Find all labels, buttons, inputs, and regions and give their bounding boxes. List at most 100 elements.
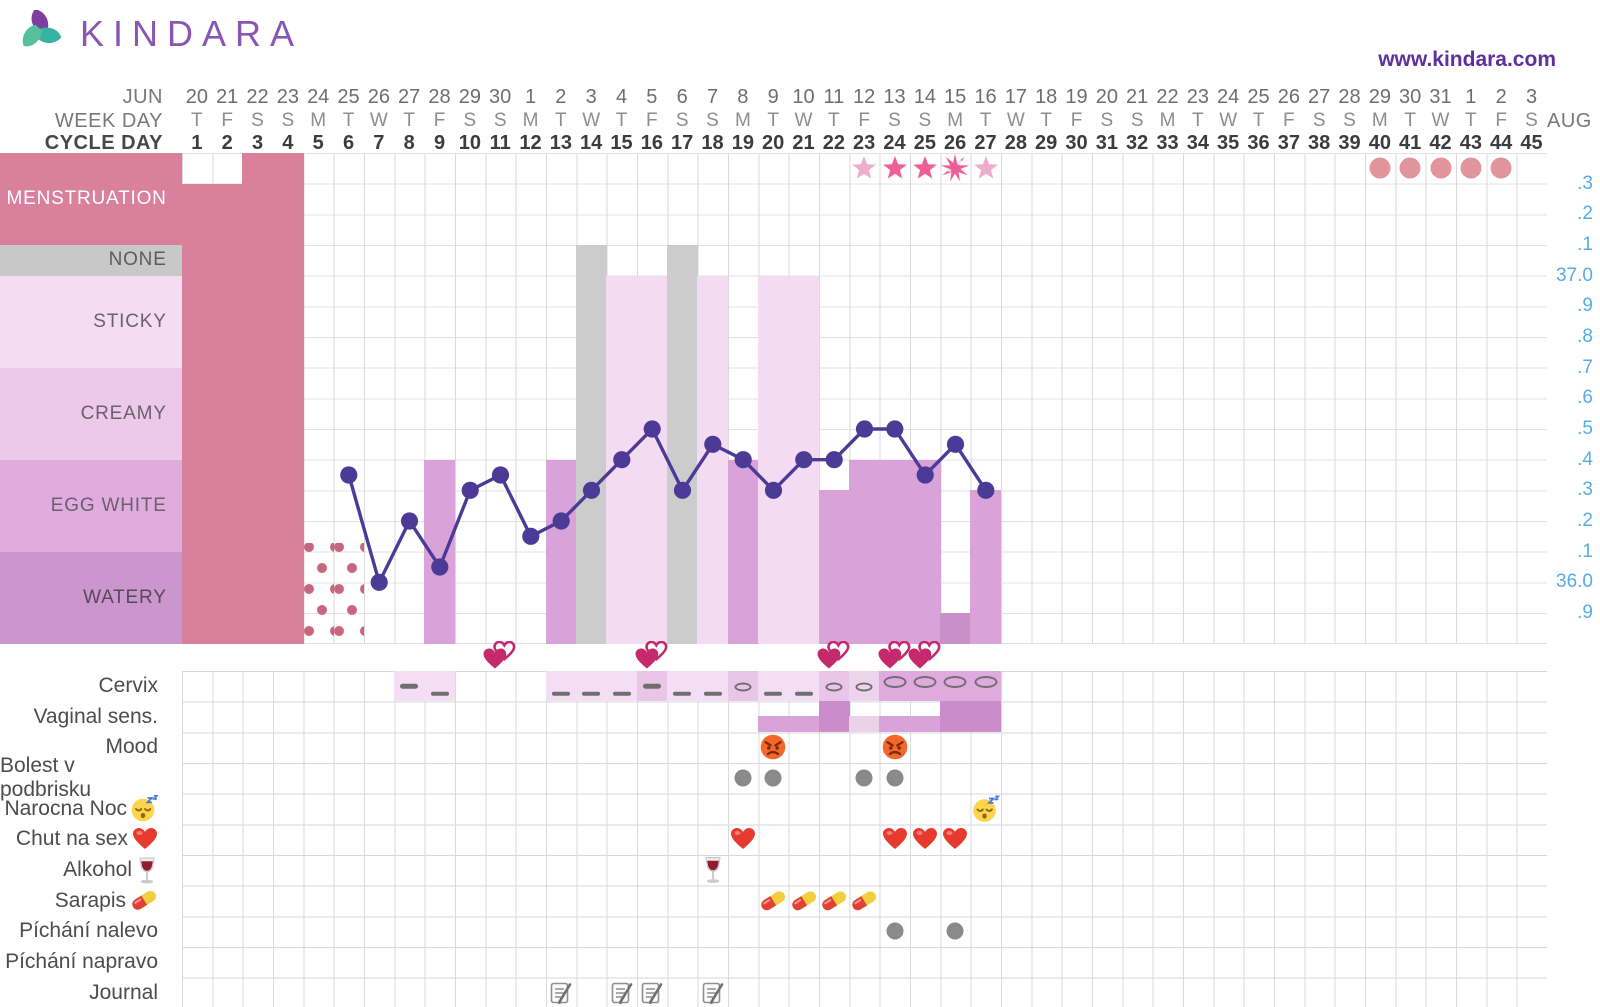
oval_large-icon [974,676,997,689]
cycleday-cell: 12 [519,132,542,154]
pichani-nalevo-mark [946,922,964,940]
date-cell: 28 [1338,86,1361,108]
chut-na-sex-mark [730,827,756,851]
gray-dot-icon [946,922,964,940]
angry-face-icon [882,735,907,760]
date-cell: 17 [1004,86,1027,108]
tracker-label-text: Alkohol [63,858,132,882]
date-cell: 26 [367,86,390,108]
cervix-closed-dash-glyph [400,683,419,689]
cycleday-cell: 27 [974,132,997,154]
fluid-bar-egg_white [545,459,577,644]
weekday-cell: S [888,110,901,131]
intercourse-hearts-mark [878,641,912,671]
period-dot-mark [1430,157,1451,179]
period-circle-icon [1430,157,1451,179]
brand-name: KINDARA [80,13,304,54]
temperature-point [461,481,479,499]
tracker-label-narocna: Narocna Noc [0,793,170,824]
oval_small-icon [855,682,873,692]
wine-glass-icon [139,857,155,884]
cervix-closed-dash-glyph [794,691,813,696]
date-cell: 4 [615,86,628,108]
weekday-cell: W [1006,110,1025,131]
date-cell: 26 [1277,86,1300,108]
journal-icon [702,982,723,1004]
temperature-point [794,451,813,469]
axis-tick-label: .4 [1577,448,1593,470]
chut-na-sex-mark [912,827,938,851]
angry-face-icon [760,735,786,760]
date-cell: 27 [398,86,421,108]
axis-tick-label: .8 [1577,326,1593,347]
weekday-cell: T [828,110,840,131]
tracker-grid [181,670,1547,1007]
cycleday-cell: 15 [610,132,633,154]
temperature-point [339,466,358,484]
website-link[interactable]: www.kindara.com [1378,48,1556,71]
cycleday-cell: 33 [1156,132,1179,154]
period-circle-icon [1399,157,1421,179]
tracker-label-text: Mood [105,735,158,759]
dash-icon [400,683,419,689]
cycleday-cell: 16 [640,132,663,154]
weekday-cell: S [493,110,507,131]
axis-tick-label: .1 [1577,540,1593,562]
weekday-cell: T [555,110,567,131]
weekday-cell: W [1431,110,1450,131]
wine-glass-icon [136,857,158,884]
tracker-label-pichani_l: Píchání nalevo [0,916,170,947]
date-cell: 21 [1126,86,1149,108]
weekday-cell: F [1070,110,1083,131]
cycleday-cell: 20 [762,132,785,154]
tracker-label-text: Bolest v podbrisku [0,754,92,802]
date-cell: 29 [458,86,481,108]
weekday-cell: F [646,110,658,131]
date-cell: 25 [337,86,360,108]
red-heart-icon [912,828,937,850]
star-icon [912,156,937,179]
cervix-closed-dash-glyph [703,691,722,696]
fluid-bar-egg_white [970,490,1002,644]
dash-icon [642,683,661,689]
date-cell: 30 [1399,86,1422,108]
gray-dot-icon [855,769,873,787]
oval_small-icon [734,682,752,692]
cervix-closed-dash-glyph [764,691,783,696]
cervix-closed-dash-glyph [673,691,692,696]
alkohol-mark [702,857,724,884]
journal-entry-mark [549,981,573,1005]
vaginal-sensation-cell [758,715,789,733]
star-icon [973,156,998,179]
tracker-label-cervix: Cervix [0,671,170,702]
weekday-cell: W [1219,110,1238,131]
weekday-cell: S [1130,110,1144,131]
cycleday-cell: 22 [822,132,845,154]
weekday-cell: M [1371,110,1388,131]
date-cell: 24 [1217,86,1240,108]
sarapis-pill-mark [850,891,878,910]
vaginal-sensation-cell [818,701,850,732]
journal-icon [611,982,632,1004]
cervix-cell [576,670,607,702]
pill-icon [130,891,158,910]
fluid-band-creamy: CREAMY [0,367,182,460]
dash-icon [794,691,813,696]
axis-tick-label: .9 [1577,602,1593,623]
temperature-point [946,435,964,453]
ovulation-star-mark [851,155,877,182]
intercourse-hearts-mark [635,641,669,671]
cycleday-cell: 28 [1004,132,1027,154]
temperature-point [673,481,691,499]
cycleday-cell: 34 [1186,132,1209,154]
cycleday-cell: 30 [1065,132,1088,154]
dash-icon [582,691,601,696]
sleepy-face-icon [972,795,999,822]
month-start-label: JUN [122,86,163,108]
temperature-point [612,451,631,469]
star-icon [882,156,907,179]
cycleday-cell: 2 [221,132,233,154]
cervix-cell [758,670,789,702]
date-cell: 6 [676,86,688,108]
weekday-cell: S [1343,110,1356,131]
